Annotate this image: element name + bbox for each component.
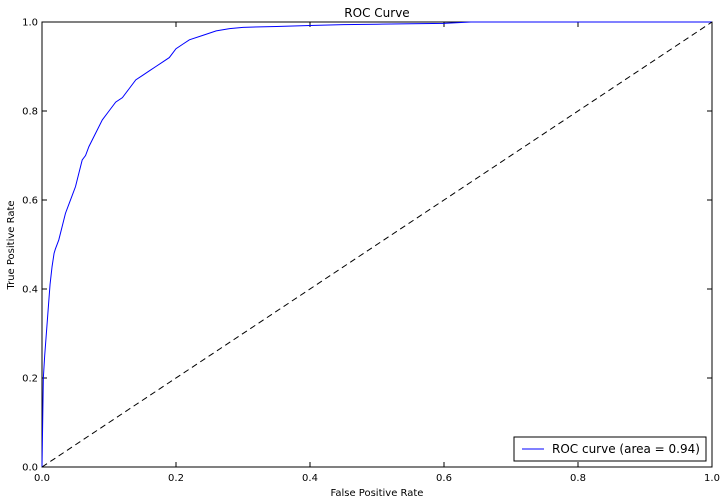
y-tick-label: 0.4: [22, 285, 38, 296]
y-tick-label: 0.6: [22, 196, 38, 207]
plot-area: [41, 21, 713, 468]
legend-label: ROC curve (area = 0.94): [552, 442, 700, 456]
y-tick-label: 0.2: [22, 374, 38, 385]
chance-diagonal-line: [41, 21, 713, 468]
y-tick-label: 1.0: [22, 18, 38, 29]
x-tick-label: 1.0: [704, 473, 720, 484]
x-tick-label: 0.4: [302, 473, 318, 484]
x-axis-label: False Positive Rate: [331, 488, 424, 499]
y-tick-label: 0.0: [22, 463, 38, 474]
x-tick-label: 0.6: [436, 473, 452, 484]
legend: ROC curve (area = 0.94): [513, 436, 707, 462]
x-tick-label: 0.2: [168, 473, 184, 484]
y-tick-label: 0.8: [22, 107, 38, 118]
legend-box: [513, 436, 707, 462]
plot-frame: [41, 21, 713, 468]
chart-title: ROC Curve: [344, 6, 409, 20]
axes: 0.0 0.2 0.4 0.6 0.8 1.0 0.0 0.2 0.4 0.6 0.8 1.0: [22, 18, 720, 485]
y-axis-label: True Positive Rate: [6, 200, 17, 290]
roc-curve-line: [41, 21, 712, 468]
x-tick-label: 0.0: [34, 473, 50, 484]
x-tick-label: 0.8: [570, 473, 586, 484]
